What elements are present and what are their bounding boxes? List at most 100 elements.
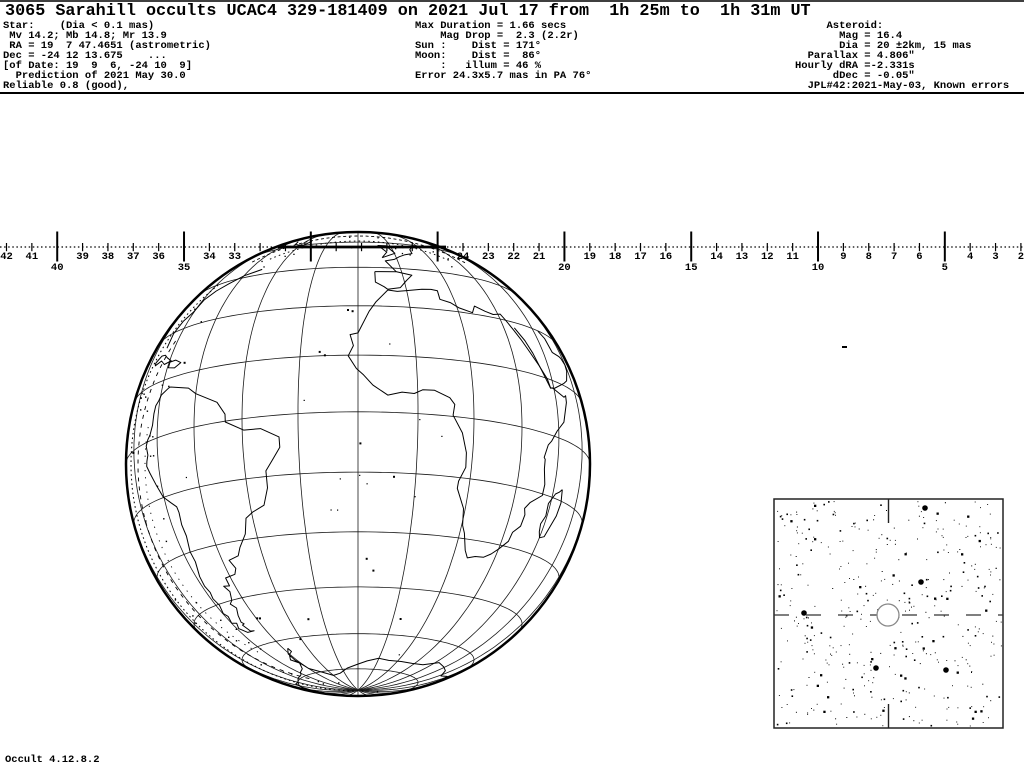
star-dot xyxy=(987,532,989,535)
speck xyxy=(165,540,168,543)
star-dot xyxy=(870,718,872,720)
bright-star-dot xyxy=(943,667,949,673)
star-dot xyxy=(790,554,792,556)
star-dot xyxy=(937,551,939,554)
star-dot xyxy=(904,601,906,603)
speck xyxy=(282,671,285,673)
star-dot xyxy=(979,532,981,534)
star-dot xyxy=(823,503,825,506)
star-dot xyxy=(834,512,836,514)
star-dot xyxy=(865,626,867,627)
star-dot xyxy=(922,650,924,652)
island-dot xyxy=(372,569,375,572)
star-dot xyxy=(980,507,981,509)
star-dot xyxy=(853,579,855,580)
star-dot xyxy=(967,629,969,631)
island-dot xyxy=(351,310,354,313)
island-dot xyxy=(256,617,259,620)
star-dot xyxy=(858,576,859,578)
star-dot xyxy=(790,689,793,691)
star-dot xyxy=(985,544,987,546)
speck xyxy=(377,237,379,239)
star-dot xyxy=(848,607,850,609)
star-dot xyxy=(941,535,943,537)
star-dot xyxy=(828,664,830,666)
star-dot xyxy=(985,609,988,612)
star-dot xyxy=(872,594,874,596)
star-dot xyxy=(826,662,828,664)
star-dot xyxy=(777,668,780,670)
star-dot xyxy=(805,538,807,540)
star-dot xyxy=(881,534,883,536)
star-dot xyxy=(980,546,981,548)
star-dot xyxy=(971,565,973,567)
star-dot xyxy=(790,520,793,523)
star-dot xyxy=(873,677,875,679)
speck xyxy=(152,436,154,438)
star-dot xyxy=(902,644,904,646)
minute-label: 34 xyxy=(203,251,216,263)
star-dot xyxy=(969,665,971,667)
star-dot xyxy=(866,563,868,565)
star-dot xyxy=(923,517,925,518)
star-dot xyxy=(846,717,848,718)
star-dot xyxy=(852,550,854,552)
star-dot xyxy=(993,643,995,645)
star-dot xyxy=(978,539,981,543)
star-dot xyxy=(832,647,834,649)
star-dot xyxy=(875,592,877,594)
speck xyxy=(366,483,368,485)
speck xyxy=(145,396,147,398)
star-dot xyxy=(806,624,809,627)
speck xyxy=(161,384,164,386)
earth-limb xyxy=(124,230,592,698)
star-dot xyxy=(851,526,853,527)
star-dot xyxy=(883,707,885,708)
target-star-circle xyxy=(876,603,900,627)
star-dot xyxy=(925,611,927,613)
star-dot xyxy=(864,713,866,715)
speck xyxy=(447,258,449,260)
star-dot xyxy=(861,676,863,679)
star-dot xyxy=(827,696,830,699)
star-dot xyxy=(983,587,985,589)
star-dot xyxy=(988,717,989,719)
star-dot xyxy=(777,541,779,542)
star-dot xyxy=(795,616,797,618)
star-dot xyxy=(995,567,997,569)
star-dot xyxy=(967,515,970,518)
star-dot xyxy=(813,653,815,655)
star-dot xyxy=(787,640,788,642)
star-dot xyxy=(922,527,924,529)
star-dot xyxy=(790,514,792,516)
minute-label: 6 xyxy=(916,251,922,263)
star-dot xyxy=(864,685,865,687)
star-dot xyxy=(863,605,865,607)
speck xyxy=(330,509,332,511)
star-dot xyxy=(967,579,969,581)
star-dot xyxy=(793,689,795,691)
star-dot xyxy=(874,557,876,559)
star-dot xyxy=(873,519,875,521)
star-dot xyxy=(942,635,945,638)
star-dot xyxy=(998,696,1001,698)
star-dot xyxy=(843,687,845,689)
star-dot xyxy=(875,551,877,553)
star-dot xyxy=(781,518,784,520)
star-dot xyxy=(943,579,945,581)
star-dot xyxy=(867,529,869,531)
star-dot xyxy=(880,699,882,701)
star-dot xyxy=(909,609,910,611)
star-dot xyxy=(781,707,783,708)
star-dot xyxy=(990,537,992,538)
speck xyxy=(185,476,187,479)
meridian-line xyxy=(357,249,560,691)
star-dot xyxy=(991,641,992,643)
star-dot xyxy=(933,695,935,697)
speck xyxy=(395,248,397,250)
coastline-na-east-coast xyxy=(166,268,263,349)
star-dot xyxy=(874,515,876,516)
star-dot xyxy=(807,712,809,714)
star-dot xyxy=(804,642,806,644)
